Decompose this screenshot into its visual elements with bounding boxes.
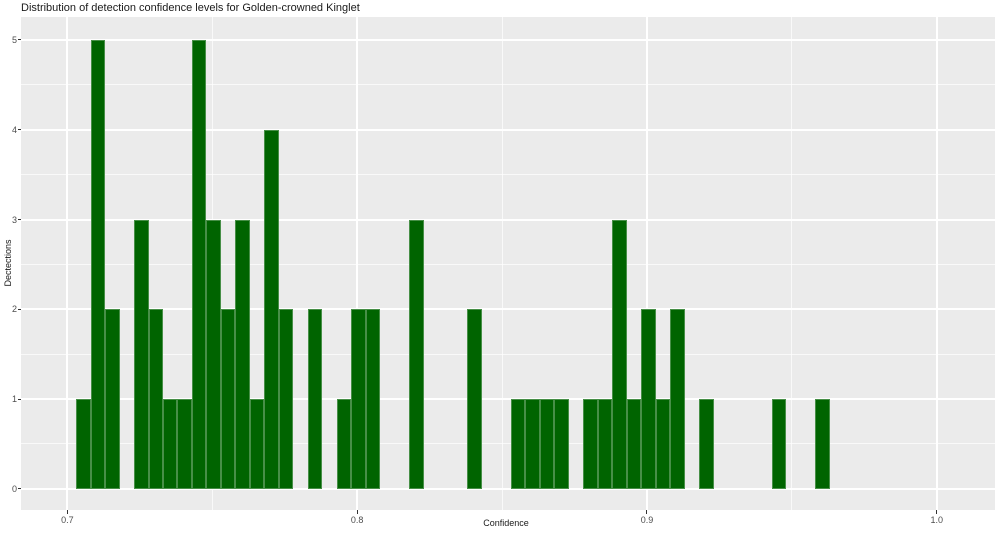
- histogram-bar: [307, 309, 323, 489]
- histogram-bar: [554, 399, 569, 489]
- histogram-bar: [148, 309, 163, 489]
- y-tick-mark: [17, 488, 21, 490]
- x-tick-label: 0.9: [640, 514, 654, 525]
- y-tick-mark: [17, 219, 21, 220]
- histogram-bar: [76, 399, 91, 489]
- gridline-minor-y: [21, 84, 995, 86]
- x-tick-label: 0.8: [350, 514, 364, 525]
- histogram-bar: [278, 309, 294, 489]
- x-tick-label: 0.7: [61, 514, 74, 525]
- histogram-bar: [351, 309, 366, 489]
- histogram-bar: [336, 399, 352, 489]
- histogram-bar: [249, 399, 265, 489]
- gridline-major-y: [21, 38, 995, 41]
- histogram-bar: [612, 219, 627, 489]
- y-tick-label: 2: [11, 304, 17, 315]
- x-tick-label: 1.0: [930, 514, 943, 525]
- gridline-major-y: [21, 218, 995, 221]
- x-axis-title: Confidence: [483, 518, 529, 528]
- y-tick-label: 0: [11, 483, 17, 494]
- histogram-bar: [641, 309, 656, 489]
- histogram-bar: [177, 399, 192, 489]
- histogram-bar: [467, 309, 482, 489]
- x-tick-mark: [356, 510, 358, 514]
- gridline-minor-x: [501, 17, 503, 510]
- gridline-major-x: [66, 17, 69, 510]
- histogram-bar: [510, 399, 526, 489]
- y-axis-title: Dectections: [3, 239, 13, 287]
- chart-title: Distribution of detection confidence lev…: [21, 2, 360, 14]
- histogram-bar: [220, 309, 236, 489]
- y-tick-label: 3: [11, 214, 17, 225]
- histogram-bar: [815, 399, 830, 489]
- histogram-bar: [597, 399, 613, 489]
- x-tick-mark: [936, 510, 938, 514]
- histogram-bar: [699, 399, 714, 489]
- histogram-bar: [539, 399, 555, 489]
- histogram-bar: [409, 219, 424, 489]
- histogram-bar: [626, 399, 642, 489]
- x-tick-mark: [66, 510, 68, 514]
- histogram-bar: [105, 309, 120, 489]
- gridline-major-y: [21, 308, 995, 311]
- gridline-major-x: [356, 17, 359, 510]
- gridline-major-y: [21, 487, 995, 490]
- histogram-bar: [670, 309, 685, 489]
- y-tick-label: 5: [11, 34, 17, 45]
- y-tick-mark: [17, 398, 21, 400]
- gridline-minor-x: [791, 17, 793, 510]
- histogram-bar: [264, 129, 279, 489]
- histogram-bar: [583, 399, 598, 489]
- histogram-bar: [235, 219, 250, 489]
- y-tick-mark: [17, 129, 21, 131]
- histogram-bar: [162, 399, 178, 489]
- histogram-bar: [365, 309, 381, 489]
- histogram-bar: [191, 39, 207, 489]
- y-tick-mark: [17, 39, 21, 41]
- gridline-major-y: [21, 128, 995, 131]
- gridline-major-x: [935, 17, 938, 510]
- gridline-minor-y: [21, 443, 995, 445]
- histogram-bar: [90, 39, 106, 489]
- y-tick-label: 1: [11, 394, 17, 405]
- gridline-major-x: [645, 17, 648, 510]
- histogram-bar: [525, 399, 540, 489]
- histogram-bar: [771, 399, 787, 489]
- gridline-minor-y: [21, 263, 995, 265]
- histogram-bar: [206, 219, 221, 489]
- x-tick-mark: [646, 510, 648, 514]
- plot-panel: [21, 17, 995, 510]
- histogram-bar: [655, 399, 671, 489]
- gridline-minor-y: [21, 174, 995, 176]
- gridline-minor-y: [21, 353, 995, 355]
- y-tick-label: 4: [11, 124, 17, 135]
- y-tick-mark: [17, 308, 21, 310]
- histogram-bar: [134, 219, 149, 489]
- gridline-major-y: [21, 398, 995, 401]
